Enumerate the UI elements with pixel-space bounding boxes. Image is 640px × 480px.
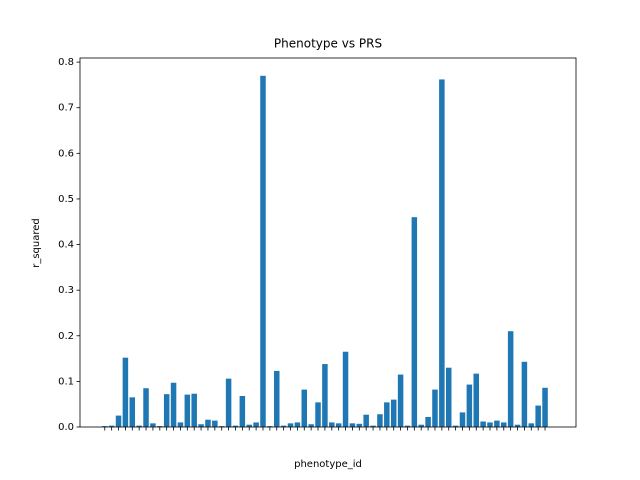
bar	[177, 422, 184, 427]
bar	[528, 423, 535, 427]
bar	[466, 384, 473, 427]
bar	[356, 423, 363, 427]
y-tick-label: 0.3	[58, 285, 74, 296]
bar	[115, 415, 122, 427]
bar	[184, 394, 191, 427]
bar	[397, 374, 404, 427]
chart-title: Phenotype vs PRS	[274, 37, 382, 51]
bar	[143, 388, 149, 427]
bar	[157, 426, 163, 427]
bar	[218, 426, 225, 427]
bar	[473, 373, 480, 427]
bar	[225, 378, 232, 427]
y-tick-label: 0.5	[58, 194, 74, 205]
bar	[349, 423, 356, 427]
bar	[170, 382, 177, 427]
bar	[287, 423, 294, 427]
bar	[280, 425, 287, 427]
bar	[501, 422, 507, 427]
y-tick-label: 0.1	[58, 376, 74, 387]
bar	[494, 420, 500, 427]
bar	[418, 424, 424, 427]
bar	[542, 387, 548, 427]
bar	[535, 405, 541, 427]
bar	[301, 389, 308, 427]
bar	[452, 425, 459, 427]
bar	[150, 423, 156, 427]
bar	[432, 389, 438, 427]
y-tick-label: 0.2	[58, 331, 74, 342]
bar	[108, 425, 115, 427]
bar	[198, 424, 204, 427]
bar	[507, 331, 514, 427]
bar	[411, 217, 418, 427]
plot-frame	[79, 57, 577, 428]
bar	[136, 425, 142, 427]
bar	[246, 424, 252, 427]
bar	[377, 414, 383, 427]
bar	[232, 425, 239, 427]
bar	[191, 393, 197, 427]
bar	[273, 370, 280, 427]
y-tick-label: 0.4	[58, 240, 74, 251]
bar	[212, 420, 218, 427]
y-tick-label: 0.0	[58, 422, 74, 433]
y-tick-label: 0.7	[58, 103, 74, 114]
bar	[329, 422, 335, 427]
bar	[390, 399, 397, 427]
bar	[163, 394, 170, 427]
bar	[425, 416, 431, 427]
bar	[322, 364, 328, 427]
bar	[102, 426, 108, 427]
bar	[514, 424, 521, 427]
bar	[487, 422, 493, 427]
bar	[122, 357, 129, 427]
y-axis-label: r_squared	[31, 218, 42, 268]
x-axis-label: phenotype_id	[294, 459, 362, 470]
y-tick-label: 0.8	[58, 57, 74, 68]
bar	[129, 397, 136, 427]
bar	[459, 412, 466, 427]
bar	[315, 402, 321, 427]
bar	[239, 395, 246, 427]
bar	[384, 402, 390, 427]
bar	[205, 419, 211, 427]
bar	[480, 421, 486, 427]
bar	[294, 422, 301, 427]
bar	[439, 79, 445, 428]
bar	[253, 422, 259, 427]
bar	[404, 425, 411, 427]
bar	[370, 425, 376, 427]
bar	[521, 361, 528, 427]
bar	[363, 414, 369, 427]
y-tick-label: 0.6	[58, 148, 74, 159]
bar	[267, 426, 273, 427]
bar	[308, 424, 314, 427]
bar	[445, 367, 452, 427]
bar	[335, 423, 342, 427]
bar	[342, 351, 349, 427]
bar	[260, 75, 266, 427]
